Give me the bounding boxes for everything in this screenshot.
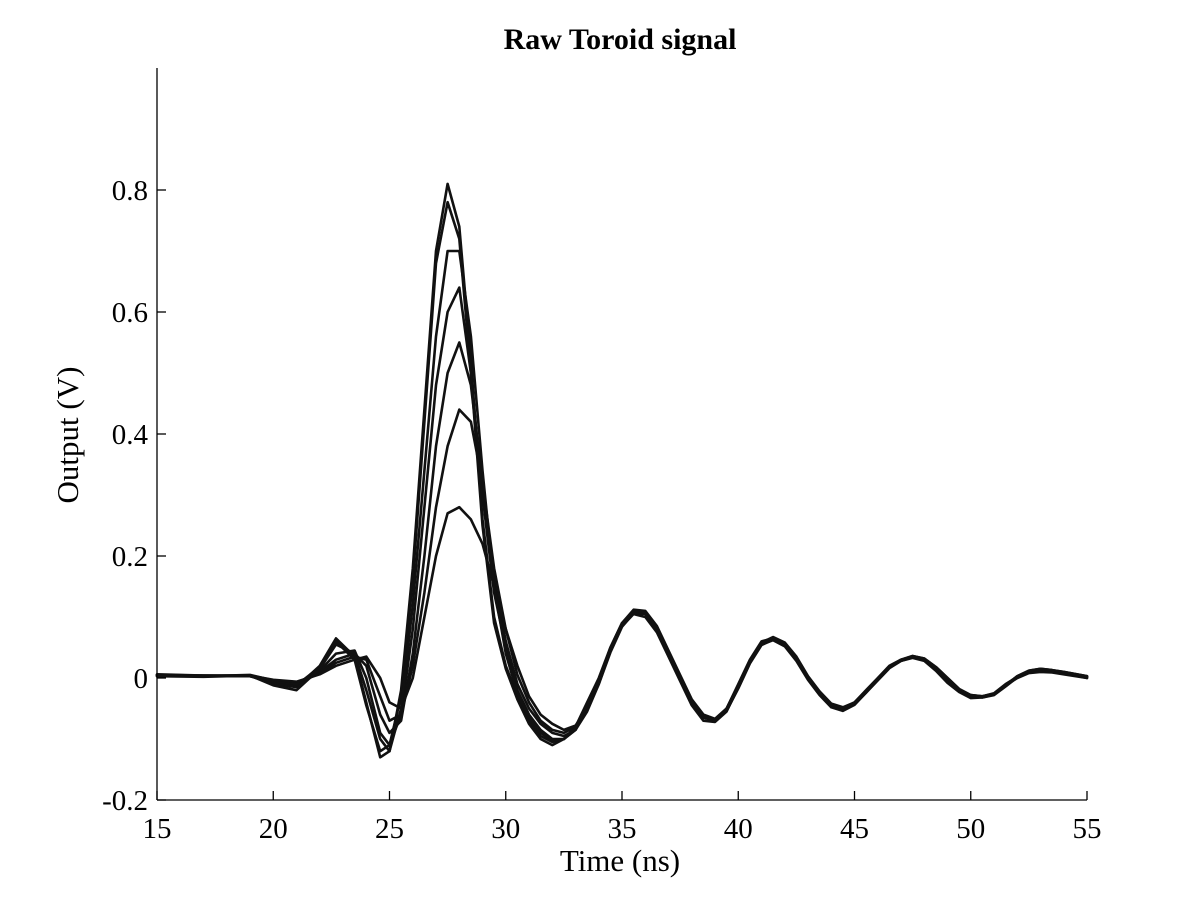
x-tick-label: 55 <box>1073 813 1102 845</box>
series-line-1 <box>155 182 1089 759</box>
y-tick-label: 0.6 <box>112 297 148 329</box>
x-tick-label: 15 <box>143 813 172 845</box>
y-tick-label: 0.4 <box>112 419 149 451</box>
series-line-6 <box>155 505 1089 732</box>
y-tick-label: 0.8 <box>112 175 148 207</box>
series-group <box>155 182 1089 759</box>
y-tick-label: 0 <box>134 663 149 695</box>
series-line-2 <box>155 200 1089 753</box>
x-tick-label: 35 <box>608 813 637 845</box>
x-tick-label: 45 <box>840 813 869 845</box>
x-tick-label: 30 <box>491 813 520 845</box>
y-tick-label: -0.2 <box>102 785 148 817</box>
chart-title: Raw Toroid signal <box>504 23 737 56</box>
x-tick-label: 25 <box>375 813 404 845</box>
x-tick-label: 50 <box>956 813 985 845</box>
ticks-group: 15 20 25 30 35 40 45 50 55 -0.2 0 0.2 0.4 0.6 0.8 <box>102 175 1101 845</box>
x-tick-label: 40 <box>724 813 753 845</box>
x-axis-label: Time (ns) <box>560 843 680 878</box>
x-tick-label: 20 <box>259 813 288 845</box>
y-tick-label: 0.2 <box>112 541 148 573</box>
y-axis-label: Output (V) <box>50 367 85 504</box>
series-line-7 <box>155 249 1089 753</box>
